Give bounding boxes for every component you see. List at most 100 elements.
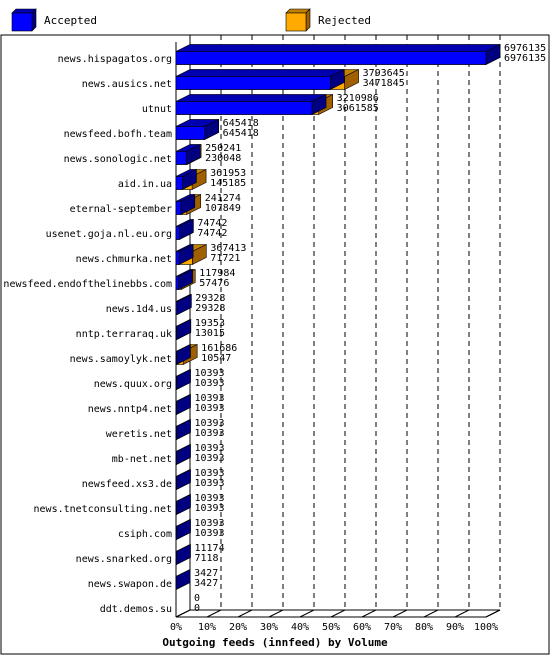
value-label-offered: 10393 [194, 368, 224, 379]
x-tick-label: 40% [291, 622, 309, 633]
value-label-offered: 19353 [195, 318, 225, 329]
tick-mark [206, 609, 222, 618]
value-label-accepted: 10393 [194, 528, 224, 539]
x-axis-label: Outgoing feeds (innfeed) by Volume [162, 636, 388, 649]
bar-accepted [175, 169, 197, 190]
value-label-offered: 10393 [194, 393, 224, 404]
category-label: nntp.terraraq.uk [76, 329, 172, 340]
category-label: news.hispagatos.org [58, 54, 172, 65]
category-label: news.quux.org [94, 379, 172, 390]
value-label-accepted: 13015 [195, 328, 225, 339]
category-label: csiph.com [118, 529, 172, 540]
bar-accepted [175, 519, 191, 540]
blue-box-icon [11, 8, 37, 32]
x-tick-label: 90% [446, 622, 464, 633]
category-label: mb-net.net [112, 454, 172, 465]
value-label-offered: 6976135 [504, 43, 546, 54]
bar-accepted [175, 469, 191, 490]
x-tick-label: 60% [353, 622, 371, 633]
value-label-offered: 10393 [194, 418, 224, 429]
value-label-accepted: 10393 [194, 428, 224, 439]
category-label: aid.in.ua [118, 179, 172, 190]
value-label-accepted: 10393 [194, 378, 224, 389]
bar-accepted [175, 69, 345, 90]
category-label: eternal-september [70, 204, 172, 215]
legend: Accepted Rejected [11, 8, 371, 32]
value-label-offered: 29328 [195, 293, 225, 304]
value-label-offered: 250241 [205, 143, 241, 154]
plot-area: 0% 10% 20% 30% 40% 50% 60% 70% 80% 90% 100% news.hi… [3, 35, 546, 633]
category-label: utnut [142, 104, 172, 115]
value-label-offered: 241274 [205, 193, 241, 204]
value-label-accepted: 3471845 [363, 78, 405, 89]
bar-accepted [175, 44, 501, 65]
value-label-offered: 10393 [194, 518, 224, 529]
value-label-offered: 367413 [210, 243, 246, 254]
x-tick-label: 20% [229, 622, 247, 633]
value-label-offered: 74742 [197, 218, 227, 229]
tick-mark [237, 609, 253, 618]
x-tick-label: 10% [198, 622, 216, 633]
tick-mark [299, 609, 315, 618]
category-label: news.chmurka.net [76, 254, 172, 265]
bar-accepted [175, 494, 191, 515]
tick-mark [175, 609, 191, 618]
x-tick-label: 30% [260, 622, 278, 633]
value-label-accepted: 3427 [194, 578, 218, 589]
tick-mark [423, 609, 439, 618]
tick-mark [392, 609, 408, 618]
value-label-offered: 10393 [194, 443, 224, 454]
value-label-offered: 361953 [210, 168, 246, 179]
bar-accepted [175, 294, 192, 315]
bar-accepted [175, 369, 191, 390]
bar-accepted [175, 569, 191, 590]
category-label: weretis.net [106, 429, 172, 440]
x-tick-label: 70% [384, 622, 402, 633]
value-label-offered: 11174 [194, 543, 224, 554]
category-label: news.swapon.de [88, 579, 172, 590]
tick-mark [330, 609, 346, 618]
bar-accepted [175, 144, 201, 165]
tick-mark [361, 609, 377, 618]
value-label-offered: 10393 [194, 468, 224, 479]
category-label: news.nntp4.net [88, 404, 172, 415]
bar-accepted [175, 244, 194, 265]
bar-accepted [175, 269, 193, 290]
category-label: news.ausics.net [82, 79, 172, 90]
value-label-accepted: 230048 [205, 153, 241, 164]
bar-accepted [175, 444, 191, 465]
value-label-offered: 161686 [201, 343, 237, 354]
bar-accepted [175, 119, 219, 140]
category-label: news.snarked.org [76, 554, 172, 565]
bar-accepted [175, 194, 196, 215]
category-label: news.tnetconsulting.net [34, 504, 172, 515]
plot-frame [0, 34, 550, 655]
value-label-offered: 3210986 [337, 93, 379, 104]
value-label-offered: 117984 [199, 268, 235, 279]
category-label: news.samoylyk.net [70, 354, 172, 365]
value-label-accepted: 71721 [210, 253, 240, 264]
bar-accepted [175, 319, 191, 340]
category-label: ddt.demos.su [100, 604, 172, 615]
x-tick-label: 100% [474, 622, 498, 633]
tick-mark [268, 609, 284, 618]
value-label-offered: 3793645 [363, 68, 405, 79]
category-label: news.1d4.us [106, 304, 172, 315]
category-label: usenet.goja.nl.eu.org [46, 229, 172, 240]
x-tick-label: 50% [322, 622, 340, 633]
value-label-accepted: 7118 [194, 553, 218, 564]
orange-box-icon [285, 8, 311, 32]
value-label-accepted: 10547 [201, 353, 231, 364]
value-label-accepted: 0 [194, 603, 200, 614]
category-label: newsfeed.endofthelinebbs.com [3, 279, 172, 290]
value-label-accepted: 57476 [199, 278, 229, 289]
bar-accepted [175, 544, 191, 565]
value-label-accepted: 6976135 [504, 53, 546, 64]
value-label-offered: 0 [194, 593, 200, 604]
bar-accepted [175, 344, 191, 365]
value-label-accepted: 10393 [194, 503, 224, 514]
legend-label-rejected: Rejected [318, 14, 371, 27]
category-label: newsfeed.bofh.team [64, 129, 172, 140]
bar-accepted [175, 219, 194, 240]
